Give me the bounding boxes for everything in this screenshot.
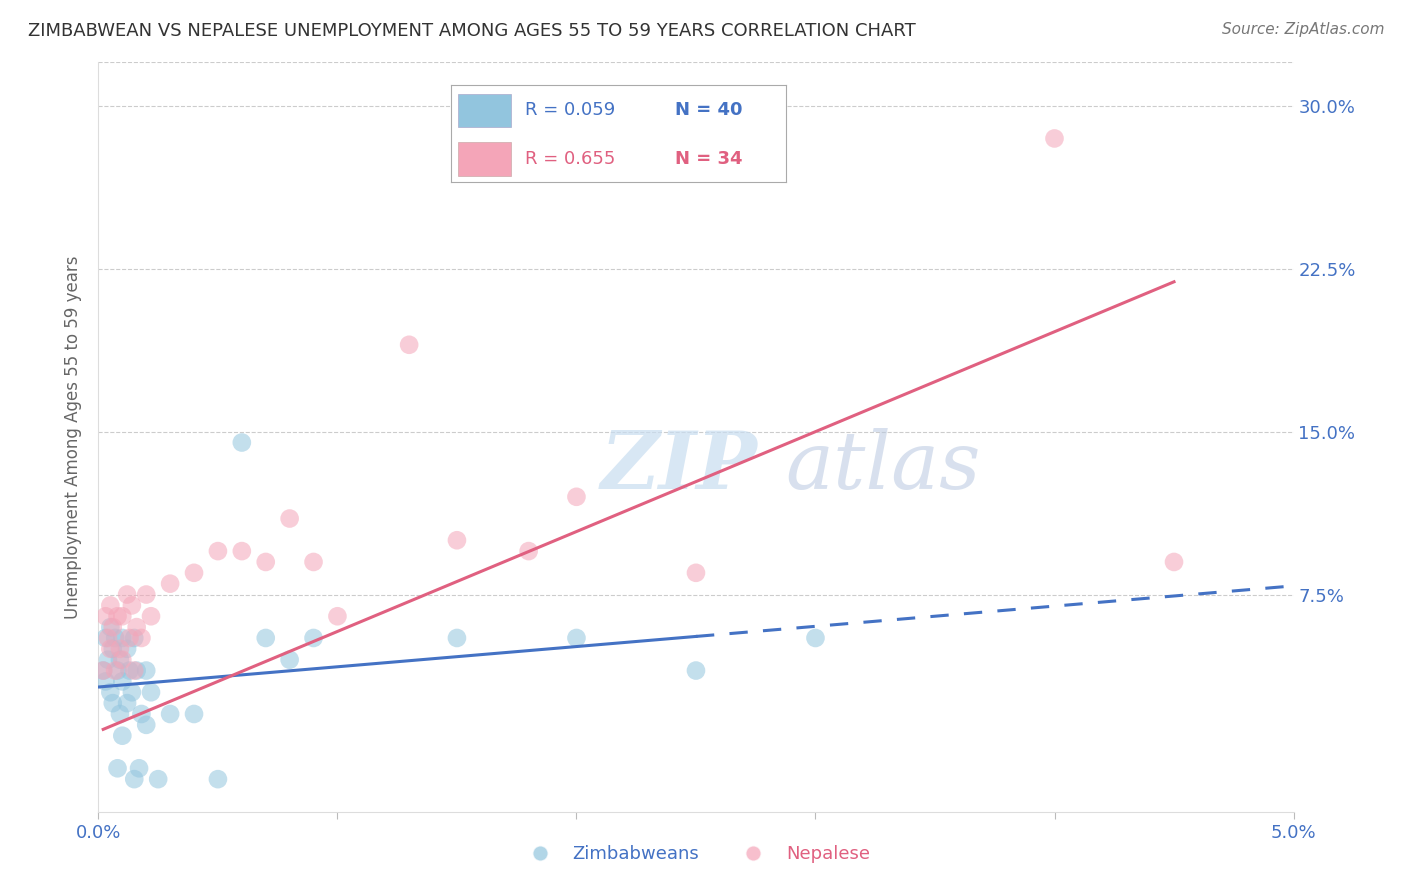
Point [111,653,134,667]
Point [115,588,138,602]
Point [98,599,122,613]
Point [254,555,277,569]
Point [685,664,707,678]
Point [231,544,253,558]
Point [278,511,301,525]
Point [302,631,325,645]
Point [111,674,134,689]
Point [98,641,122,656]
Point [101,696,124,710]
Point [148,772,170,786]
Point [115,641,138,656]
Point [446,631,468,645]
Point [207,544,229,558]
Legend: Zimbabweans, Nepalese: Zimbabweans, Nepalese [515,838,877,870]
Point [254,631,277,645]
Point [124,631,146,645]
Point [183,706,205,721]
Point [278,653,301,667]
Point [94,609,117,624]
Point [107,664,129,678]
Point [104,631,127,645]
Point [111,729,134,743]
Point [101,620,124,634]
Point [111,609,134,624]
Point [91,664,114,678]
Text: Source: ZipAtlas.com: Source: ZipAtlas.com [1222,22,1385,37]
Point [108,653,131,667]
Point [135,718,157,732]
Point [131,706,153,721]
Point [131,631,153,645]
Point [1043,131,1066,145]
Point [159,706,181,721]
Point [107,609,129,624]
Point [94,674,117,689]
Point [183,566,205,580]
Point [446,533,468,548]
Text: ZIMBABWEAN VS NEPALESE UNEMPLOYMENT AMONG AGES 55 TO 59 YEARS CORRELATION CHART: ZIMBABWEAN VS NEPALESE UNEMPLOYMENT AMON… [28,22,915,40]
Point [135,588,157,602]
Point [804,631,827,645]
Point [118,664,141,678]
Point [108,641,131,656]
Point [121,599,143,613]
Point [135,664,157,678]
Point [121,685,143,699]
Point [97,631,120,645]
Point [685,566,707,580]
Point [517,544,540,558]
Point [1163,555,1185,569]
Point [326,609,349,624]
Point [124,664,146,678]
Point [128,761,150,775]
Point [159,576,181,591]
Point [104,664,127,678]
Text: ZIP: ZIP [600,428,758,506]
Point [139,609,162,624]
Point [302,555,325,569]
Point [124,772,146,786]
Point [118,631,141,645]
Point [98,620,122,634]
Point [97,653,120,667]
Point [107,761,129,775]
Point [98,685,122,699]
Point [115,696,138,710]
Point [111,631,134,645]
Point [125,664,148,678]
Point [125,620,148,634]
Point [231,435,253,450]
Y-axis label: Unemployment Among Ages 55 to 59 years: Unemployment Among Ages 55 to 59 years [65,255,83,619]
Point [207,772,229,786]
Point [101,641,124,656]
Point [565,490,588,504]
Point [94,631,117,645]
Point [398,338,420,352]
Text: atlas: atlas [786,428,981,506]
Point [91,664,114,678]
Point [108,706,131,721]
Point [139,685,162,699]
Point [565,631,588,645]
